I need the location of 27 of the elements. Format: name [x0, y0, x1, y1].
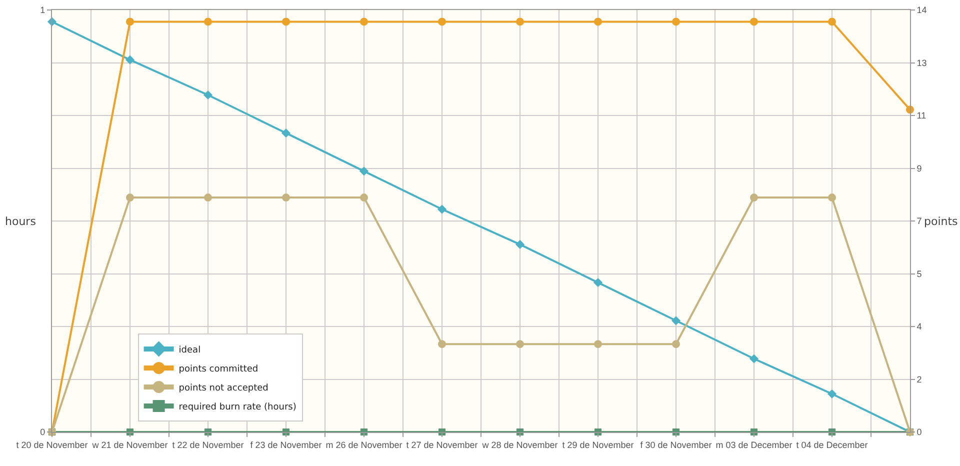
legend-label: ideal — [178, 345, 201, 356]
y-tick-label: 1 — [40, 5, 46, 16]
legend-label: required burn rate (hours) — [178, 402, 296, 412]
x-tick-label: t 27 de November — [406, 440, 478, 450]
y2-tick-label: 9 — [916, 163, 922, 174]
x-tick-label: m 03 de December — [716, 440, 792, 450]
legend-label: points not accepted — [178, 383, 268, 394]
x-tick-label: f 30 de November — [640, 440, 712, 450]
y2-tick-label: 4 — [916, 322, 922, 332]
y2-tick-label: 13 — [916, 58, 927, 68]
y2-tick-label: 2 — [916, 374, 922, 384]
x-tick-label: m 26 de November — [326, 440, 402, 450]
y2-tick-label: 7 — [916, 216, 922, 226]
y2-axis-title: points — [924, 215, 958, 228]
x-tick-label: t 20 de November — [16, 440, 88, 450]
x-tick-label: w 21 de November — [91, 440, 168, 450]
x-tick-label: t 04 de December — [796, 440, 868, 450]
legend-label: points committed — [178, 364, 258, 374]
x-tick-label: w 28 de November — [481, 440, 558, 450]
y-axis-title: hours — [5, 215, 36, 228]
y2-tick-label: 5 — [916, 268, 922, 279]
y2-tick-label: 0 — [916, 427, 922, 438]
y2-tick-label: 11 — [916, 110, 926, 121]
y2-tick-label: 14 — [916, 5, 927, 16]
x-tick-label: t 22 de November — [172, 440, 244, 450]
x-tick-label: f 23 de November — [250, 440, 322, 450]
x-tick-label: t 29 de November — [562, 440, 634, 450]
